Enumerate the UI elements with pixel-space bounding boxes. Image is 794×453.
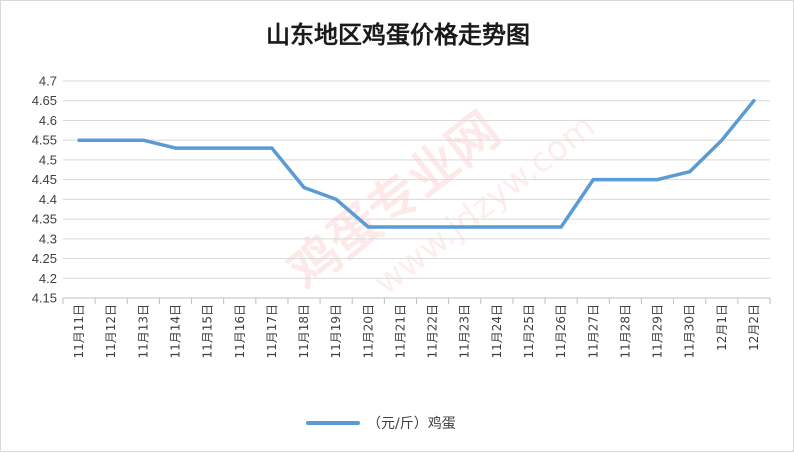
x-tick-label: 11月12日 — [104, 304, 118, 359]
series-layer — [77, 98, 756, 229]
x-tick-label: 11月11日 — [72, 304, 86, 359]
x-tick-label: 11月17日 — [265, 304, 279, 359]
y-tick-label: 4.5 — [39, 152, 57, 167]
data-point — [334, 197, 338, 201]
data-point — [591, 178, 595, 182]
x-tick-label: 12月2日 — [747, 304, 761, 351]
y-tick-label: 4.4 — [39, 192, 57, 207]
y-tick-label: 4.6 — [39, 113, 57, 128]
data-point — [109, 138, 113, 142]
y-tick-label: 4.55 — [32, 133, 57, 148]
x-tick-label: 11月13日 — [136, 304, 150, 359]
series-line — [77, 98, 756, 229]
x-tick-label: 11月14日 — [168, 304, 182, 359]
data-point — [238, 146, 242, 150]
data-point — [688, 170, 692, 174]
x-tick-label: 11月30日 — [683, 304, 697, 359]
data-point — [77, 138, 81, 142]
x-tick-label: 11月22日 — [426, 304, 440, 359]
x-axis-ticks: 11月11日 11月12日 11月13日 11月14日 11月15日 11月16日 11月1… — [62, 298, 771, 359]
x-tick-label: 12月1日 — [715, 304, 729, 351]
y-tick-label: 4.15 — [32, 291, 57, 306]
y-tick-label: 4.65 — [32, 93, 57, 108]
y-tick-label: 4.35 — [32, 212, 57, 227]
data-point — [623, 178, 627, 182]
data-point — [398, 225, 403, 229]
data-point — [527, 225, 531, 229]
x-tick-label: 11月26日 — [554, 304, 568, 359]
x-tick-label: 11月18日 — [297, 304, 311, 359]
y-tick-label: 4.45 — [32, 172, 57, 187]
x-tick-label: 11月24日 — [490, 304, 504, 359]
data-point — [206, 146, 210, 150]
data-point — [655, 178, 660, 182]
y-tick-label: 4.3 — [39, 231, 57, 246]
legend: （元/斤）鸡蛋 — [306, 415, 456, 432]
data-point — [463, 225, 467, 229]
x-tick-label: 11月28日 — [618, 304, 632, 359]
x-tick-label: 11月27日 — [586, 304, 600, 359]
y-tick-label: 4.25 — [32, 251, 57, 266]
data-point — [752, 99, 756, 103]
data-point — [495, 225, 499, 229]
x-tick-label: 11月15日 — [201, 304, 215, 359]
x-tick-label: 11月23日 — [458, 304, 472, 359]
x-tick-label: 11月25日 — [522, 304, 536, 359]
x-tick-label: 11月16日 — [233, 304, 247, 359]
data-point — [559, 225, 563, 229]
watermark: 鸡蛋专业网 www.jdzyw.com — [278, 101, 603, 303]
data-point — [141, 138, 145, 142]
x-tick-label: 11月29日 — [651, 304, 665, 359]
y-tick-label: 4.7 — [39, 74, 57, 89]
data-point — [270, 146, 274, 150]
chart-title: 山东地区鸡蛋价格走势图 — [266, 20, 530, 49]
data-point — [720, 138, 724, 142]
y-tick-label: 4.2 — [39, 271, 57, 286]
y-axis-ticks: 4.7 4.65 4.6 4.55 4.5 4.45 4.4 4.35 4.3 4.25 4.2 4.… — [32, 74, 57, 306]
legend-label: （元/斤）鸡蛋 — [367, 415, 456, 432]
data-point — [173, 146, 178, 150]
x-tick-label: 11月20日 — [361, 304, 375, 359]
x-tick-label: 11月19日 — [329, 304, 343, 359]
x-tick-label: 11月21日 — [393, 304, 407, 359]
data-point — [366, 225, 370, 229]
data-point — [302, 185, 306, 190]
data-point — [430, 225, 435, 229]
